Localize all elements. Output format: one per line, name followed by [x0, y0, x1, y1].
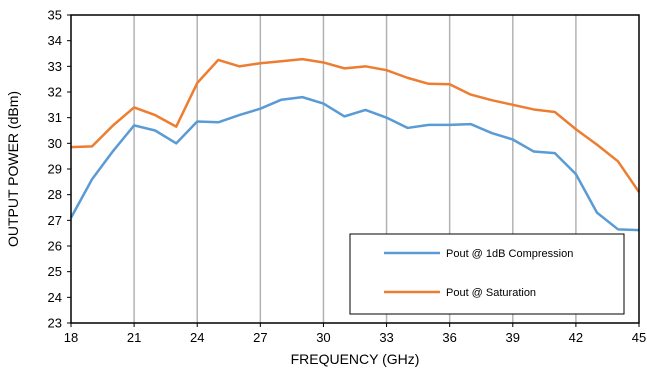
y-axis-title: OUTPUT POWER (dBm) [5, 91, 21, 247]
legend-box [349, 233, 625, 315]
x-axis-title: FREQUENCY (GHz) [291, 351, 420, 367]
series-lines [69, 57, 641, 232]
y-tick-label-32: 32 [48, 85, 62, 100]
y-tick-label-26: 26 [48, 239, 62, 254]
x-tick-label-30: 30 [316, 330, 330, 345]
y-tick-label-31: 31 [48, 110, 62, 125]
series-line-1db-compression [69, 95, 640, 232]
x-tick-label-42: 42 [569, 330, 583, 345]
y-tick-label-27: 27 [48, 213, 62, 228]
legend-label-saturation: Pout @ Saturation [446, 287, 536, 299]
y-tick-label-35: 35 [48, 8, 62, 23]
x-tick-label-21: 21 [127, 330, 141, 345]
legend: Pout @ 1dB Compression Pout @ Saturation [349, 233, 625, 315]
legend-label-1db-compression: Pout @ 1dB Compression [446, 248, 573, 260]
y-tick-label-25: 25 [48, 264, 62, 279]
series-line-saturation [70, 57, 641, 193]
x-tick-label-45: 45 [632, 330, 646, 345]
x-tick-label-24: 24 [190, 330, 204, 345]
x-tick-label-18: 18 [64, 330, 78, 345]
x-tick-label-33: 33 [379, 330, 393, 345]
y-tick-label-28: 28 [48, 187, 62, 202]
x-tick-label-39: 39 [506, 330, 520, 345]
y-axis-tick-labels: 23 24 25 26 27 28 29 30 31 32 33 34 35 [48, 8, 71, 331]
y-tick-label-23: 23 [48, 316, 62, 331]
x-tick-label-36: 36 [442, 330, 456, 345]
y-tick-label-24: 24 [48, 290, 62, 305]
y-tick-label-34: 34 [48, 33, 62, 48]
y-tick-label-30: 30 [48, 136, 62, 151]
gridlines [133, 15, 577, 323]
y-tick-label-33: 33 [48, 59, 62, 74]
y-tick-label-29: 29 [48, 162, 62, 177]
x-axis-tick-labels: 18 21 24 27 30 33 36 39 42 45 [64, 323, 646, 345]
x-tick-label-27: 27 [253, 330, 267, 345]
